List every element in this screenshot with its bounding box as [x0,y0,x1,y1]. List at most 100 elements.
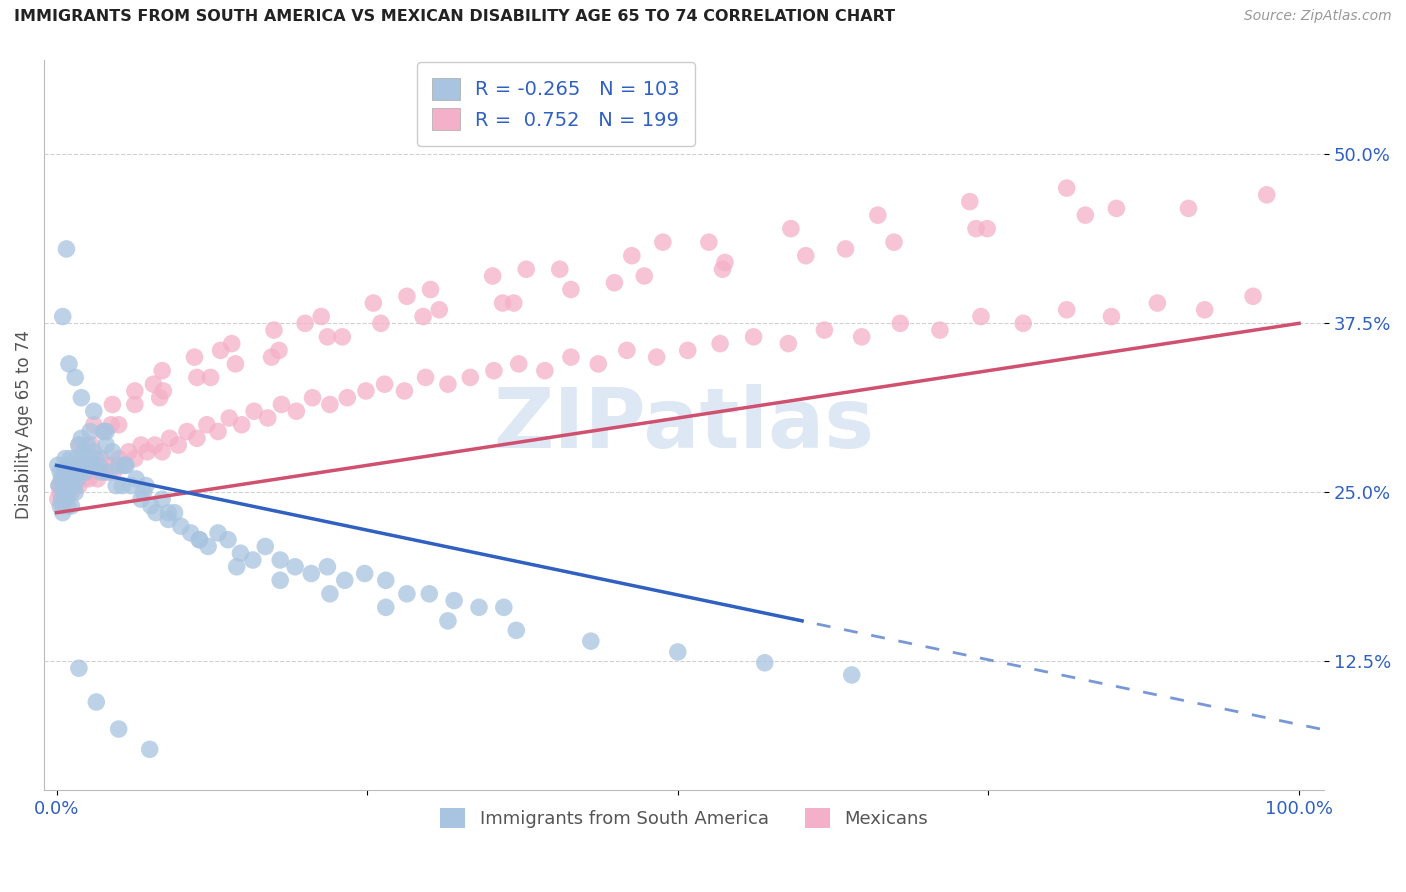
Point [53,465,76,479]
Point [138,742,160,756]
Point [75,465,97,479]
Point [93,425,115,439]
Point [515,262,537,277]
Point [534,364,557,378]
Point [124,384,146,398]
Point [603,276,626,290]
Point [60,472,83,486]
Point [374,600,396,615]
Point [69,465,91,479]
Point [58,357,80,371]
Point [1099,310,1122,324]
Point [135,478,157,492]
Point [1177,202,1199,216]
Point [59,451,82,466]
Point [125,472,148,486]
Point [51,472,73,486]
Point [588,357,610,371]
Point [56,458,79,473]
Point [101,445,124,459]
Point [965,221,987,235]
Point [145,506,167,520]
Point [316,330,339,344]
Text: IMMIGRANTS FROM SOUTH AMERICA VS MEXICAN DISABILITY AGE 65 TO 74 CORRELATION CHA: IMMIGRANTS FROM SOUTH AMERICA VS MEXICAN… [14,9,896,24]
Point [1056,181,1078,195]
Point [55,485,77,500]
Point [333,574,356,588]
Point [458,370,481,384]
Point [1105,202,1128,216]
Point [256,411,278,425]
Point [83,458,105,473]
Point [188,533,211,547]
Point [418,587,440,601]
Point [124,397,146,411]
Point [218,411,240,425]
Point [294,316,316,330]
Point [883,235,905,250]
Point [63,465,86,479]
Point [49,465,72,479]
Point [76,451,98,466]
Point [267,343,290,358]
Point [188,533,211,547]
Point [620,249,643,263]
Point [889,316,911,330]
Point [132,485,155,500]
Point [841,668,863,682]
Point [53,492,76,507]
Point [370,316,392,330]
Point [651,235,673,250]
Point [616,343,638,358]
Point [197,540,219,554]
Point [374,574,396,588]
Point [394,384,416,398]
Point [67,438,90,452]
Point [129,492,152,507]
Text: Source: ZipAtlas.com: Source: ZipAtlas.com [1244,9,1392,23]
Point [970,310,993,324]
Point [195,417,218,432]
Point [63,478,86,492]
Point [124,451,146,466]
Point [49,499,72,513]
Point [645,350,668,364]
Point [52,499,75,513]
Point [96,438,118,452]
Point [270,397,292,411]
Point [794,249,817,263]
Point [62,465,84,479]
Point [697,235,720,250]
Point [336,391,359,405]
Point [101,397,124,411]
Point [107,458,129,473]
Point [51,492,73,507]
Point [170,519,193,533]
Point [1012,316,1035,330]
Point [1074,208,1097,222]
Point [330,330,353,344]
Point [163,506,186,520]
Point [1241,289,1264,303]
Point [58,465,80,479]
Point [52,478,75,492]
Point [207,425,229,439]
Point [285,404,308,418]
Point [176,425,198,439]
Point [167,438,190,452]
Point [65,451,87,466]
Point [111,478,134,492]
Point [419,283,441,297]
Point [52,478,75,492]
Point [48,478,70,492]
Legend: Immigrants from South America, Mexicans: Immigrants from South America, Mexicans [433,800,935,836]
Point [929,323,952,337]
Point [508,357,530,371]
Point [117,445,139,459]
Point [58,485,80,500]
Point [93,425,115,439]
Point [579,634,602,648]
Point [70,431,93,445]
Point [150,492,173,507]
Point [83,445,105,459]
